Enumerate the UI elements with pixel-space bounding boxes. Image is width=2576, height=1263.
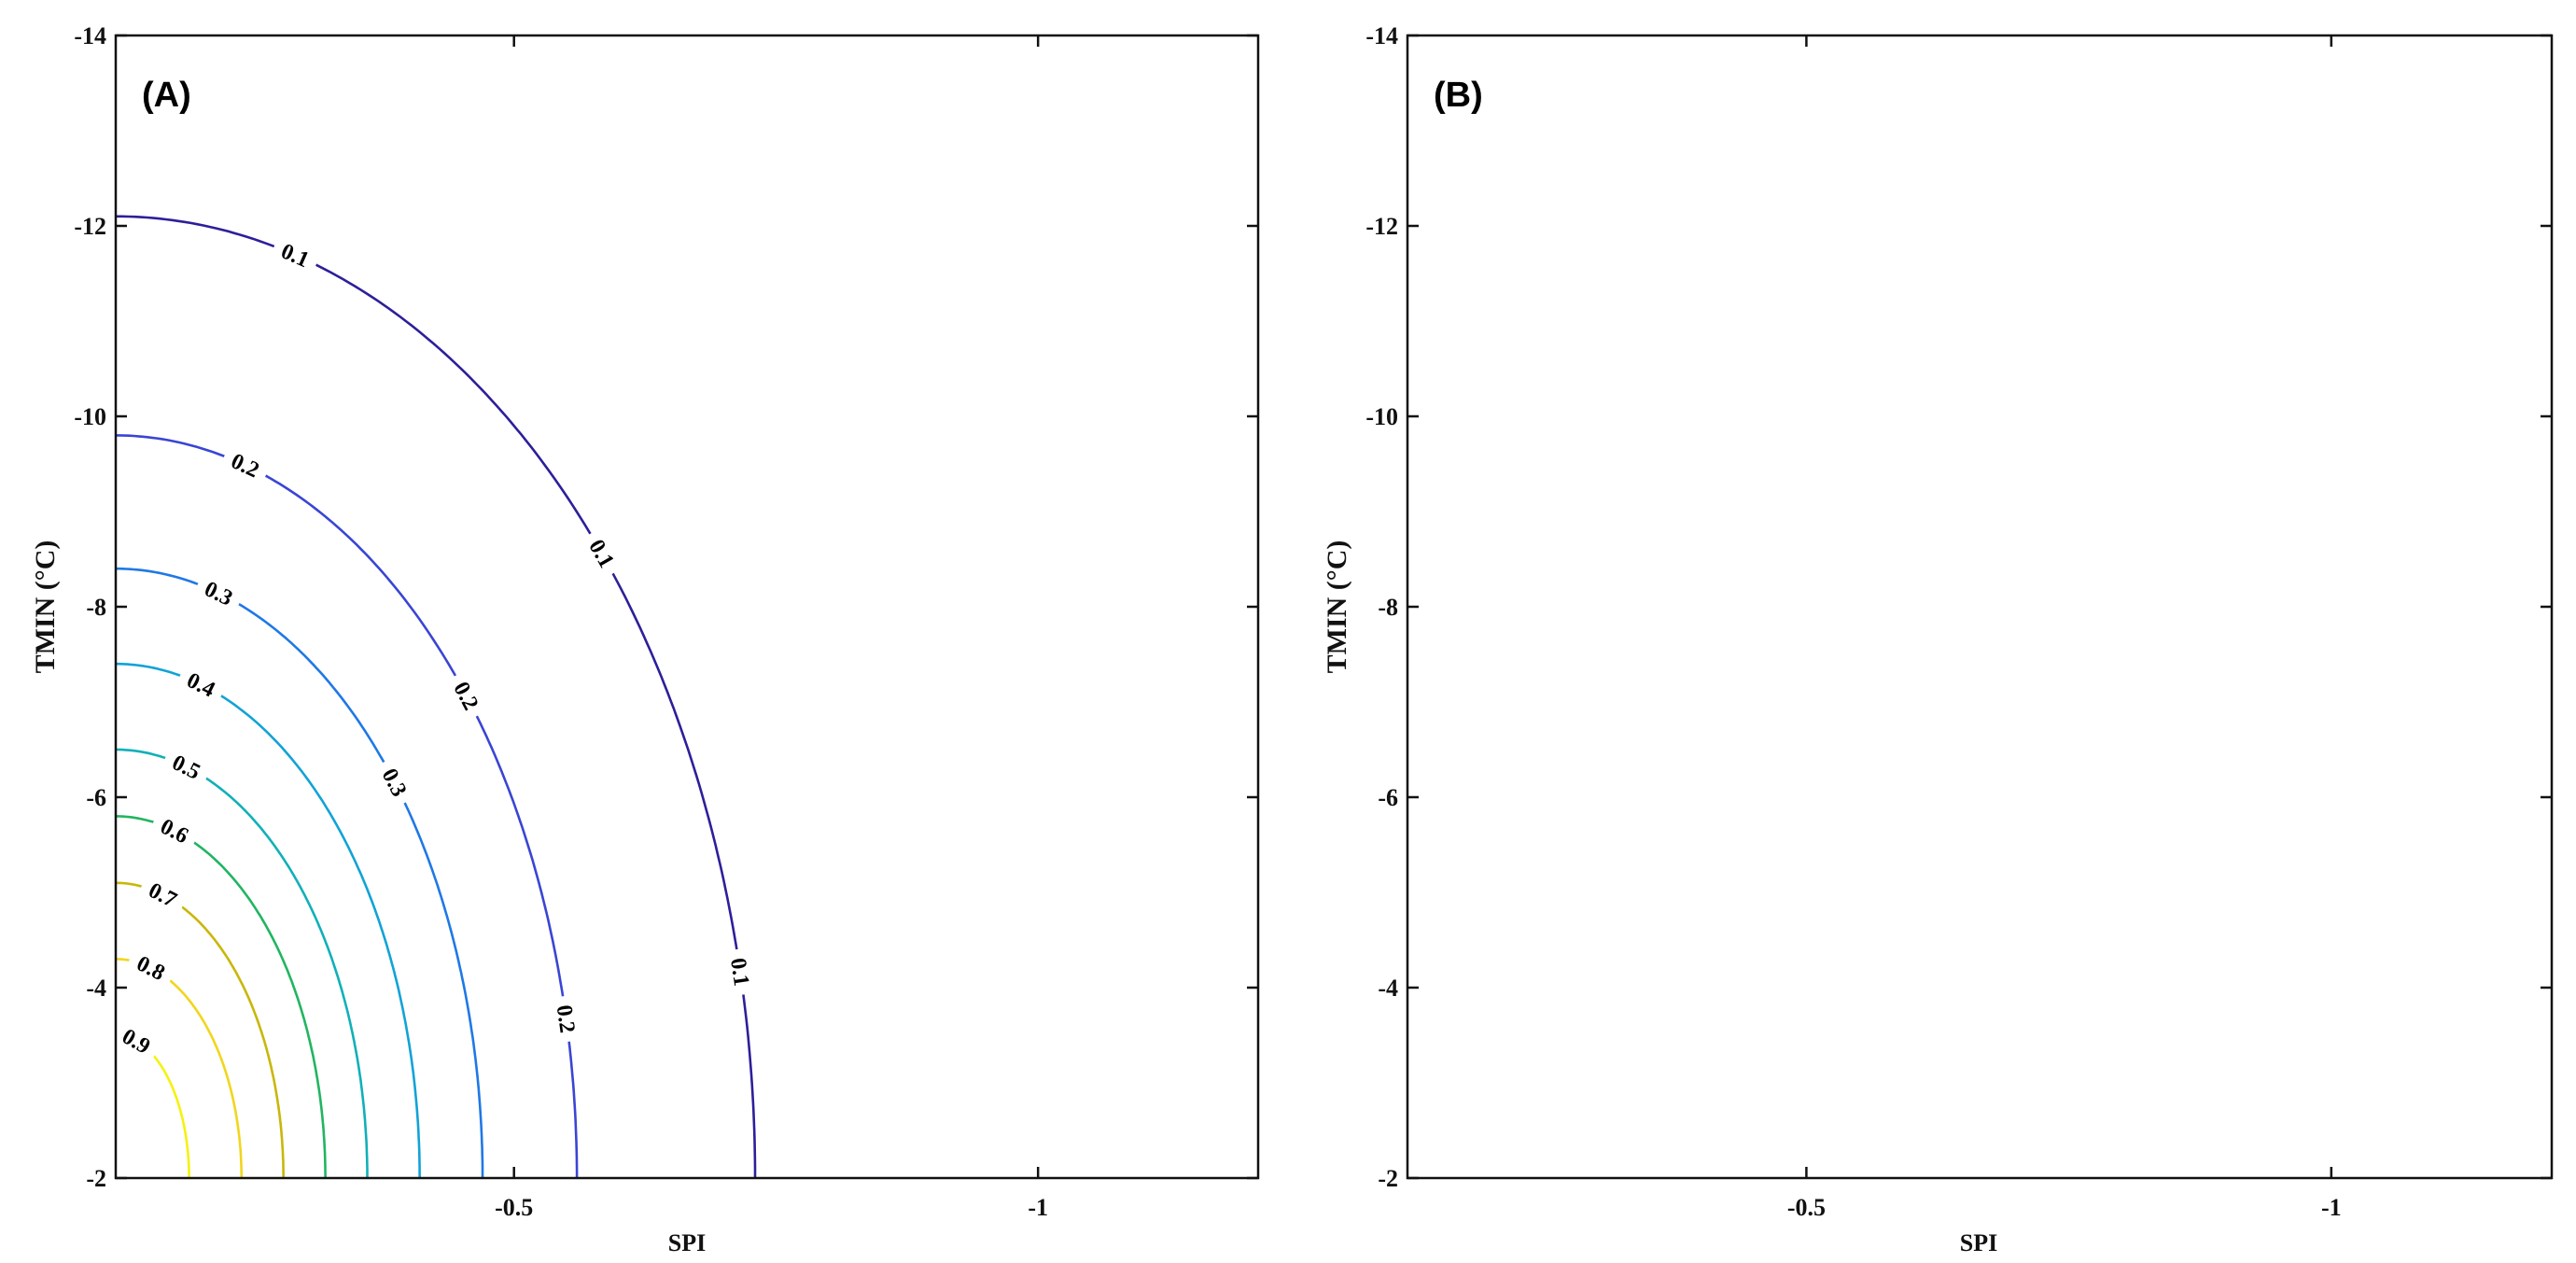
y-tick-label: -14 — [74, 22, 106, 49]
contour-label-bg — [443, 669, 489, 723]
panel-label-a: (A) — [142, 76, 191, 115]
contour-label: 0.4 — [175, 662, 228, 707]
contour-label-text: 0.1 — [725, 957, 753, 988]
contour-label-bg — [160, 745, 213, 789]
y-tick-label: -12 — [74, 213, 106, 240]
y-tick-label: -6 — [1378, 784, 1398, 811]
y-tick-label: -10 — [1365, 403, 1398, 430]
contour-label: 0.6 — [147, 808, 202, 853]
contour-line-a-0.3 — [116, 567, 484, 1178]
contour-label-bg — [192, 571, 245, 615]
contour-label-text: 0.2 — [552, 1003, 580, 1034]
y-tick-label: -4 — [86, 975, 106, 1002]
y-axis-b: -2 -4 -6 -8 -10 -12 -14 — [1365, 22, 2552, 1192]
x-axis-a: -0.5 -1 — [495, 35, 1048, 1221]
contour-labels-a: 0.90.80.70.60.50.40.30.30.20.20.20.10.10… — [109, 233, 757, 1064]
contour-label: 0.7 — [136, 872, 189, 918]
contour-label-bg — [136, 872, 189, 918]
contour-line-a-0.4 — [116, 662, 421, 1179]
contour-label: 0.3 — [372, 755, 417, 809]
contour-line-a-0.2 — [116, 434, 579, 1178]
y-tick-label: -2 — [1378, 1165, 1398, 1192]
y-axis-a: -2 -4 -6 -8 -10 -12 -14 — [74, 22, 1258, 1192]
panel-a: 0.90.80.70.60.50.40.30.30.20.20.20.10.10… — [30, 22, 1260, 1256]
y-tick-label: -6 — [86, 784, 106, 811]
y-tick-label: -4 — [1378, 975, 1398, 1002]
y-axis-label-b: TMIN (°C) — [1322, 540, 1352, 674]
contour-label: 0.1 — [579, 526, 625, 581]
contour-label: 0.1 — [269, 233, 322, 276]
contour-label-bg — [550, 994, 582, 1044]
contour-label-bg — [372, 755, 417, 809]
contour-label-bg — [723, 947, 757, 997]
plot-frame-b — [1406, 34, 2554, 1180]
y-tick-label: -12 — [1365, 213, 1398, 240]
x-axis-b: -0.5 -1 — [1787, 35, 2342, 1221]
panel-b: -2 -4 -6 -8 -10 -12 -14 -0.5 -1 (B) TMIN (°C) S… — [1322, 22, 2554, 1256]
contour-label: 0.8 — [124, 946, 177, 990]
x-tick-label: -1 — [2321, 1194, 2342, 1221]
contour-label: 0.3 — [192, 571, 245, 615]
contour-label-bg — [218, 443, 272, 487]
y-tick-label: -14 — [1365, 22, 1398, 49]
contour-label-bg — [175, 662, 228, 707]
x-tick-label: -1 — [1028, 1194, 1048, 1221]
contour-label: 0.2 — [443, 669, 489, 723]
contour-line-a-0.6 — [116, 815, 327, 1178]
contour-label: 0.5 — [160, 745, 213, 789]
contour-label: 0.1 — [723, 947, 757, 997]
y-axis-label-a: TMIN (°C) — [30, 540, 61, 674]
y-tick-label: -2 — [86, 1165, 106, 1192]
panel-label-b: (B) — [1434, 76, 1483, 115]
x-tick-label: -0.5 — [1787, 1194, 1826, 1221]
contour-label: 0.2 — [550, 994, 582, 1044]
contour-label-bg — [579, 526, 625, 581]
contour-label-bg — [124, 946, 177, 990]
x-axis-label-a: SPI — [668, 1229, 706, 1256]
x-tick-label: -0.5 — [495, 1194, 533, 1221]
contour-label: 0.2 — [218, 443, 272, 487]
y-tick-label: -10 — [74, 403, 106, 430]
x-axis-label-b: SPI — [1960, 1229, 1997, 1256]
contour-line-a-0.8 — [116, 958, 244, 1179]
contour-label-bg — [269, 233, 322, 276]
plot-frame-a — [114, 34, 1260, 1180]
y-tick-label: -8 — [1378, 594, 1398, 621]
contour-label-bg — [147, 808, 202, 853]
contour-label-bg — [109, 1017, 163, 1064]
y-tick-label: -8 — [86, 594, 106, 621]
